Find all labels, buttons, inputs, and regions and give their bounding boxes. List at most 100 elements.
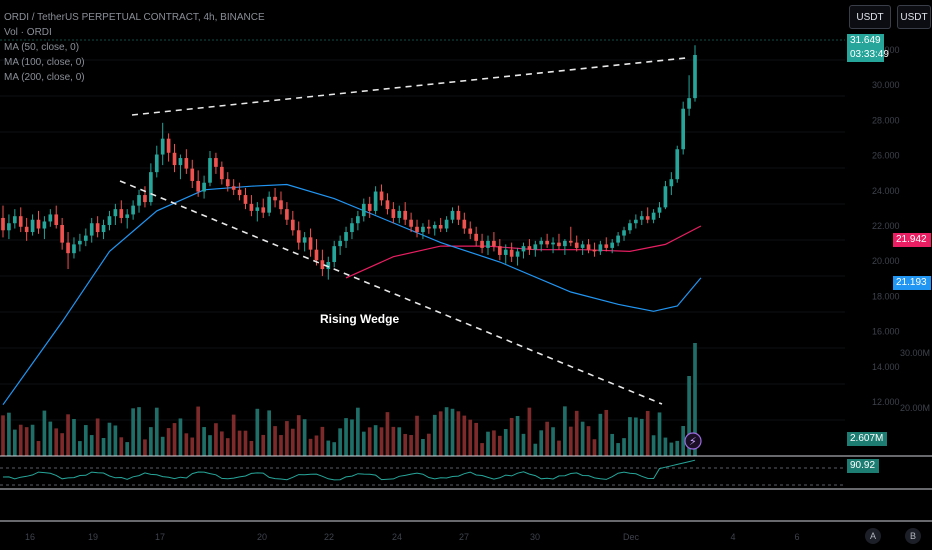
volume-bar-29 bbox=[172, 423, 177, 456]
candle-57 bbox=[338, 235, 342, 255]
price-axis[interactable]: 32.000 30.000 28.000 26.000 24.000 22.000 20.0… bbox=[872, 45, 900, 407]
volume-bar-63 bbox=[373, 425, 378, 456]
volume-bar-62 bbox=[367, 427, 372, 456]
volume-bar-37 bbox=[220, 431, 224, 456]
candle-30 bbox=[178, 154, 183, 180]
chart-legend: ORDI / TetherUS PERPETUAL CONTRACT, 4h, … bbox=[4, 10, 265, 85]
candle-104 bbox=[616, 232, 620, 247]
candle-101 bbox=[598, 240, 603, 255]
price-tick: 22.000 bbox=[872, 221, 900, 231]
candle-49 bbox=[290, 210, 295, 236]
volume-bar-32 bbox=[190, 437, 195, 456]
candle-7 bbox=[42, 216, 47, 240]
volume-bar-47 bbox=[279, 435, 283, 456]
volume-bar-53 bbox=[314, 435, 319, 456]
ma-legend-100[interactable]: MA (100, close, 0) bbox=[4, 57, 85, 68]
volume-bar-72 bbox=[427, 433, 431, 456]
candle-102 bbox=[604, 237, 609, 252]
candle-50 bbox=[296, 221, 301, 250]
volume-bar-96 bbox=[568, 426, 573, 456]
candle-82 bbox=[486, 235, 490, 255]
symbol-title[interactable]: ORDI / TetherUS PERPETUAL CONTRACT, 4h, … bbox=[4, 12, 265, 23]
candle-12 bbox=[72, 237, 76, 259]
price-tick: 12.000 bbox=[872, 397, 900, 407]
volume-bar-82 bbox=[486, 431, 490, 456]
volume-bar-109 bbox=[645, 410, 650, 456]
volume-bar-64 bbox=[379, 427, 384, 456]
last-price-tag: 31.649 03:33:49 bbox=[847, 34, 889, 62]
volume-bar-70 bbox=[415, 415, 419, 456]
volume-bar-99 bbox=[586, 426, 591, 456]
candle-108 bbox=[639, 210, 644, 225]
candle-59 bbox=[350, 217, 354, 240]
candle-45 bbox=[267, 191, 271, 217]
candle-36 bbox=[214, 152, 218, 174]
volume-bar-117 bbox=[693, 343, 697, 456]
currency-button[interactable]: USDT bbox=[849, 5, 891, 29]
volume-bar-2 bbox=[12, 429, 17, 456]
candle-93 bbox=[551, 237, 555, 254]
candle-117 bbox=[693, 45, 697, 102]
volume-axis: 30.00M 20.00M bbox=[900, 348, 930, 413]
volume-bar-57 bbox=[338, 428, 342, 456]
candle-115 bbox=[681, 101, 686, 155]
price-tick: 16.000 bbox=[872, 327, 900, 337]
volume-bar-27 bbox=[160, 436, 165, 456]
volume-bar-116 bbox=[687, 376, 691, 456]
candle-43 bbox=[255, 202, 260, 222]
volume-bar-110 bbox=[651, 435, 656, 456]
candle-52 bbox=[308, 228, 313, 257]
volume-bar-76 bbox=[450, 408, 455, 456]
candle-5 bbox=[30, 214, 35, 236]
ma-legend-50[interactable]: MA (50, close, 0) bbox=[4, 42, 80, 53]
candle-25 bbox=[149, 163, 153, 206]
volume-bar-50 bbox=[296, 415, 301, 456]
volume-bar-112 bbox=[663, 437, 668, 456]
candle-34 bbox=[202, 175, 206, 199]
candle-48 bbox=[285, 202, 289, 225]
volume-bar-94 bbox=[557, 440, 561, 456]
lightning-icon[interactable] bbox=[684, 432, 702, 450]
volume-legend[interactable]: Vol · ORDI bbox=[4, 27, 52, 38]
volume-bar-59 bbox=[350, 419, 354, 456]
volume-bar-0 bbox=[1, 415, 5, 456]
volume-bar-78 bbox=[462, 415, 467, 456]
candle-70 bbox=[415, 219, 419, 238]
price-tick: 28.000 bbox=[872, 115, 900, 125]
candle-65 bbox=[385, 193, 390, 215]
candle-68 bbox=[403, 202, 408, 225]
volume-bar-33 bbox=[196, 406, 201, 456]
volume-bar-54 bbox=[320, 426, 325, 456]
volume-bar-48 bbox=[285, 421, 289, 456]
candle-27 bbox=[160, 122, 165, 166]
candle-42 bbox=[249, 195, 254, 217]
volume-bar-28 bbox=[166, 428, 171, 456]
volume-bar-24 bbox=[143, 439, 147, 456]
wedge-upper-trendline[interactable] bbox=[131, 57, 687, 116]
wedge-lower-trendline[interactable] bbox=[119, 180, 663, 405]
auto-scale-button[interactable]: A bbox=[865, 528, 881, 544]
volume-bar-100 bbox=[592, 439, 597, 456]
volume-bar-42 bbox=[249, 440, 254, 456]
currency-button-secondary[interactable]: USDT bbox=[897, 5, 931, 29]
ma-legend-200[interactable]: MA (200, close, 0) bbox=[4, 72, 85, 83]
wedge-annotation: Rising Wedge bbox=[320, 312, 399, 326]
volume-bar-38 bbox=[225, 438, 230, 456]
candle-113 bbox=[669, 172, 674, 196]
candle-116 bbox=[687, 75, 691, 116]
candle-58 bbox=[344, 226, 348, 248]
candle-83 bbox=[492, 232, 496, 252]
volume-bar-25 bbox=[149, 427, 153, 456]
candle-14 bbox=[83, 228, 88, 247]
time-axis[interactable]: 16 19 17 20 22 24 27 30 Dec 4 6 bbox=[25, 532, 800, 542]
volume-bar-61 bbox=[361, 431, 366, 456]
volume-bar-75 bbox=[444, 407, 449, 456]
candle-28 bbox=[166, 133, 171, 162]
candle-11 bbox=[66, 232, 70, 270]
volume-bar-73 bbox=[432, 414, 437, 456]
log-scale-button[interactable]: B bbox=[905, 528, 921, 544]
volume-bar-111 bbox=[657, 412, 662, 456]
volume-bar-102 bbox=[604, 409, 609, 456]
candle-24 bbox=[143, 186, 147, 208]
